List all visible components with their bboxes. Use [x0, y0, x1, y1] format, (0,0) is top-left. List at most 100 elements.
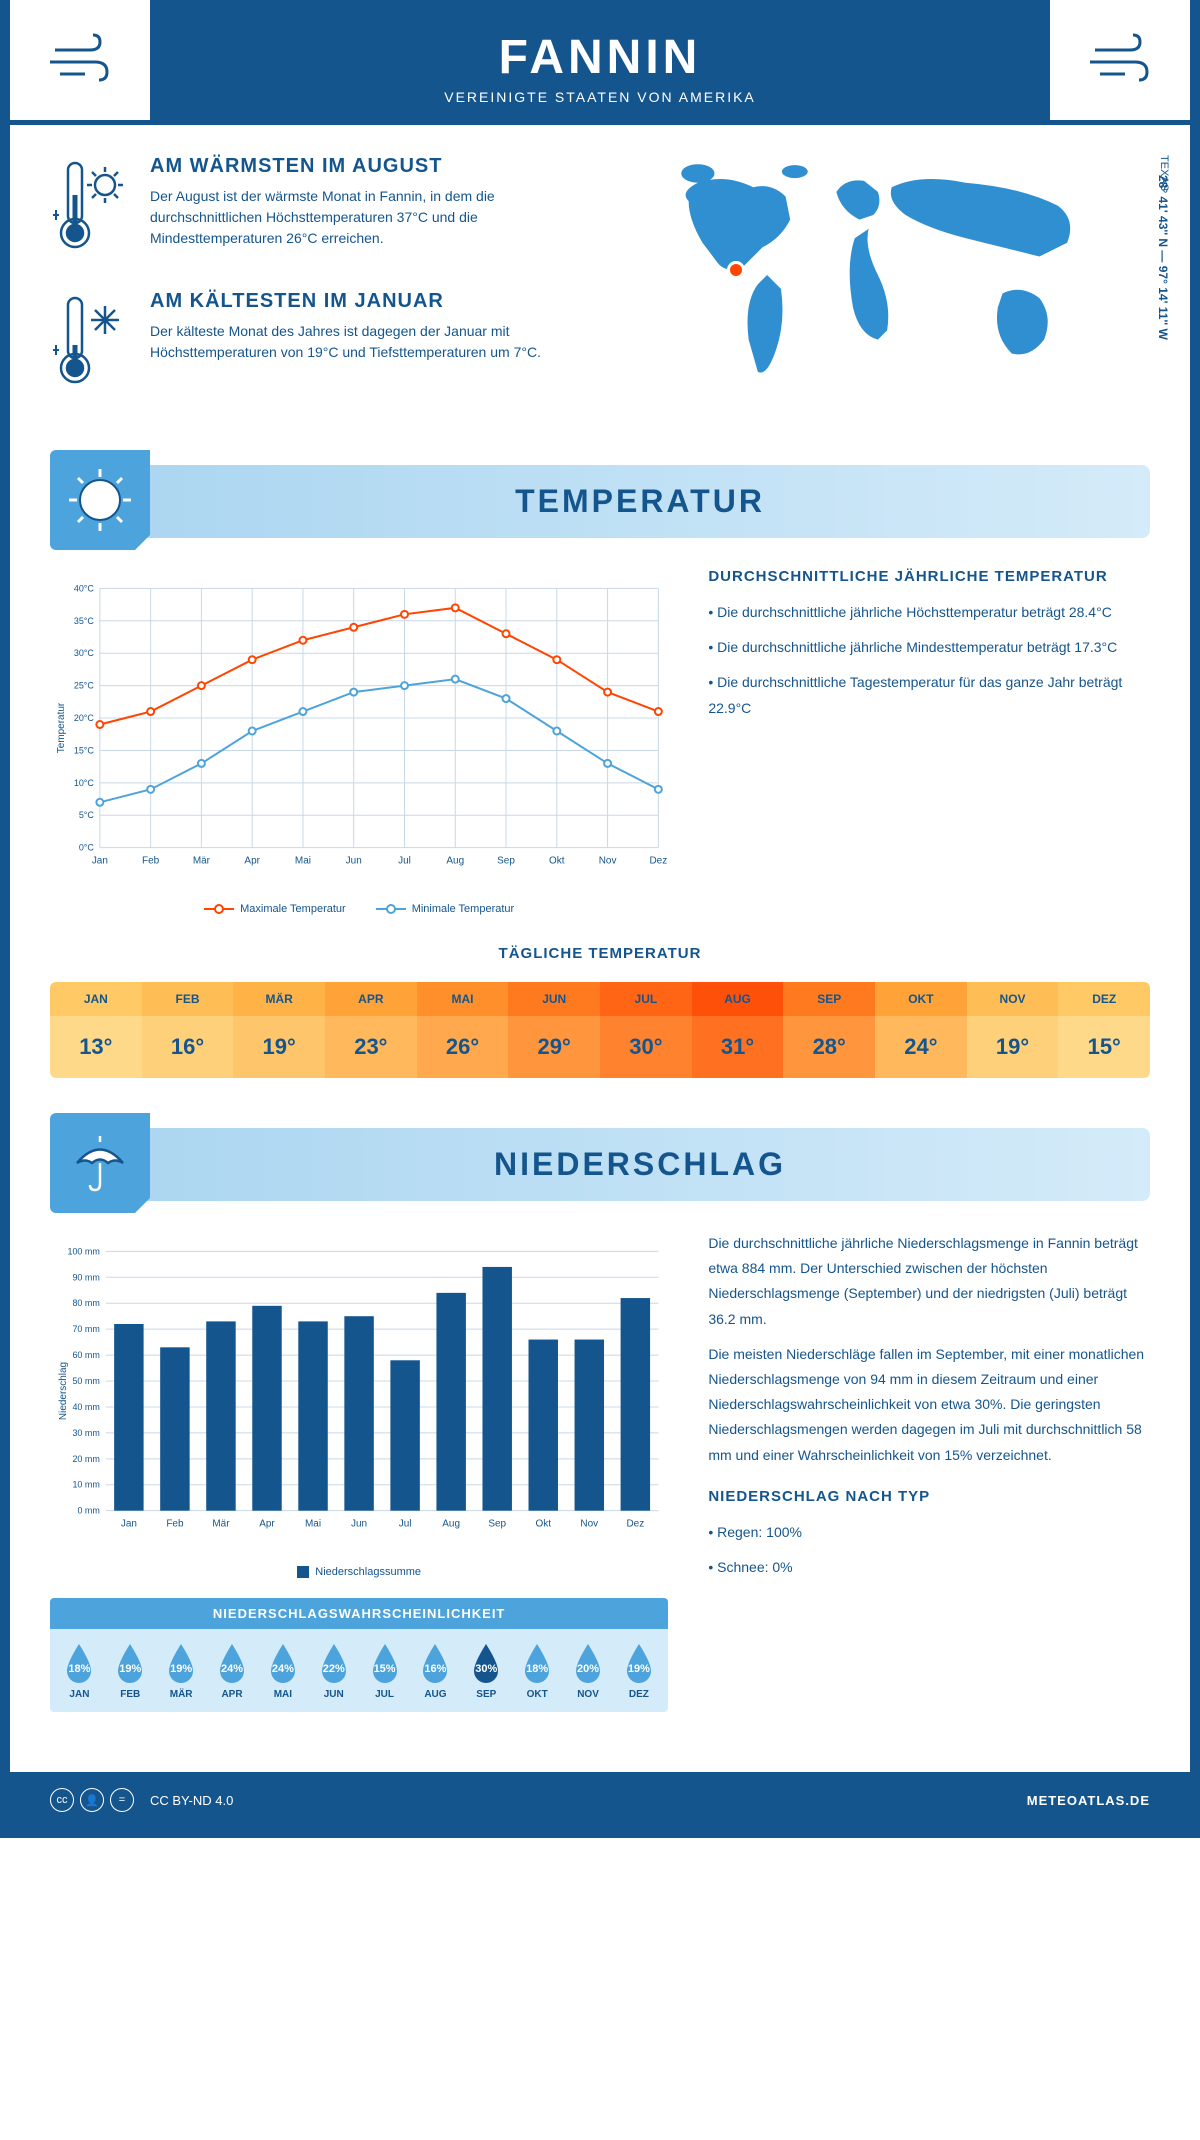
precip-legend: Niederschlagssumme: [315, 1566, 421, 1578]
svg-text:Dez: Dez: [649, 856, 667, 867]
precip-rain: • Regen: 100%: [708, 1520, 1150, 1545]
map-marker: [727, 261, 745, 279]
temp-cell: APR23°: [325, 982, 417, 1078]
prob-cell: 22%JUN: [308, 1641, 359, 1700]
svg-text:Jun: Jun: [351, 1519, 367, 1530]
svg-text:10 mm: 10 mm: [72, 1480, 99, 1490]
svg-text:Mai: Mai: [305, 1519, 321, 1530]
svg-text:30 mm: 30 mm: [72, 1428, 99, 1438]
temp-cell: MÄR19°: [233, 982, 325, 1078]
temp-cell: JUL30°: [600, 982, 692, 1078]
license-label: CC BY-ND 4.0: [150, 1793, 233, 1808]
coldest-text: Der kälteste Monat des Jahres ist dagege…: [150, 321, 585, 363]
page-title: FANNIN: [444, 30, 756, 85]
by-icon: 👤: [80, 1788, 104, 1812]
header: FANNIN VEREINIGTE STAATEN VON AMERIKA: [10, 10, 1190, 125]
sun-icon: [50, 450, 150, 550]
svg-text:40 mm: 40 mm: [72, 1402, 99, 1412]
umbrella-icon: [50, 1113, 150, 1213]
precipitation-bar-chart: 0 mm10 mm20 mm30 mm40 mm50 mm60 mm70 mm8…: [50, 1231, 668, 1551]
prob-cell: 19%MÄR: [156, 1641, 207, 1700]
svg-text:Sep: Sep: [497, 856, 515, 867]
svg-text:Aug: Aug: [446, 856, 464, 867]
svg-text:Aug: Aug: [442, 1519, 460, 1530]
temp-cell: JAN13°: [50, 982, 142, 1078]
svg-text:Feb: Feb: [166, 1519, 184, 1530]
warmest-text: Der August ist der wärmste Monat in Fann…: [150, 186, 585, 249]
svg-text:Apr: Apr: [259, 1519, 275, 1530]
svg-text:5°C: 5°C: [79, 810, 95, 820]
prob-cell: 24%APR: [207, 1641, 258, 1700]
svg-text:90 mm: 90 mm: [72, 1272, 99, 1282]
svg-text:Okt: Okt: [549, 856, 565, 867]
svg-text:100 mm: 100 mm: [67, 1246, 99, 1256]
svg-text:Apr: Apr: [244, 856, 260, 867]
svg-text:10°C: 10°C: [74, 778, 95, 788]
wind-icon-left: [10, 0, 150, 120]
prob-cell: 19%FEB: [105, 1641, 156, 1700]
warmest-block: AM WÄRMSTEN IM AUGUST Der August ist der…: [50, 155, 585, 260]
svg-text:Jul: Jul: [399, 1519, 412, 1530]
thermometer-hot-icon: [50, 155, 130, 260]
svg-text:50 mm: 50 mm: [72, 1376, 99, 1386]
site-label: METEOATLAS.DE: [1027, 1793, 1150, 1808]
precip-snow: • Schnee: 0%: [708, 1555, 1150, 1580]
annual-temp-title: DURCHSCHNITTLICHE JÄHRLICHE TEMPERATUR: [708, 568, 1150, 585]
nd-icon: =: [110, 1788, 134, 1812]
daily-temp-table: JAN13°FEB16°MÄR19°APR23°MAI26°JUN29°JUL3…: [50, 982, 1150, 1078]
temp-heading: TEMPERATUR: [170, 483, 1110, 520]
temp-cell: AUG31°: [692, 982, 784, 1078]
cc-icon: cc: [50, 1788, 74, 1812]
prob-cell: 24%MAI: [257, 1641, 308, 1700]
temp-section-header: TEMPERATUR: [50, 465, 1150, 538]
daily-temp-title: TÄGLICHE TEMPERATUR: [50, 945, 1150, 962]
precip-text1: Die durchschnittliche jährliche Niedersc…: [708, 1231, 1150, 1332]
prob-cell: 18%JAN: [54, 1641, 105, 1700]
prob-cell: 15%JUL: [359, 1641, 410, 1700]
coldest-title: AM KÄLTESTEN IM JANUAR: [150, 290, 585, 313]
prob-cell: 20%NOV: [563, 1641, 614, 1700]
svg-text:Niederschlag: Niederschlag: [58, 1362, 69, 1420]
temp-cell: SEP28°: [783, 982, 875, 1078]
prob-title: NIEDERSCHLAGSWAHRSCHEINLICHKEIT: [50, 1598, 668, 1629]
svg-text:Mär: Mär: [212, 1519, 230, 1530]
svg-text:30°C: 30°C: [74, 648, 95, 658]
prob-cell: 19%DEZ: [613, 1641, 664, 1700]
svg-text:70 mm: 70 mm: [72, 1324, 99, 1334]
svg-text:Dez: Dez: [626, 1519, 644, 1530]
coldest-block: AM KÄLTESTEN IM JANUAR Der kälteste Mona…: [50, 290, 585, 395]
temp-cell: JUN29°: [508, 982, 600, 1078]
svg-text:Nov: Nov: [599, 856, 617, 867]
temp-cell: FEB16°: [142, 982, 234, 1078]
temp-bullet2: • Die durchschnittliche jährliche Mindes…: [708, 635, 1150, 660]
precip-probability: NIEDERSCHLAGSWAHRSCHEINLICHKEIT 18%JAN19…: [50, 1598, 668, 1712]
prob-cell: 30%SEP: [461, 1641, 512, 1700]
svg-text:20°C: 20°C: [74, 713, 95, 723]
thermometer-cold-icon: [50, 290, 130, 395]
prob-cell: 18%OKT: [512, 1641, 563, 1700]
temp-bullet3: • Die durchschnittliche Tagestemperatur …: [708, 670, 1150, 720]
svg-text:80 mm: 80 mm: [72, 1298, 99, 1308]
svg-text:Temperatur: Temperatur: [56, 702, 67, 753]
precip-text2: Die meisten Niederschläge fallen im Sept…: [708, 1342, 1150, 1468]
temp-bullet1: • Die durchschnittliche jährliche Höchst…: [708, 600, 1150, 625]
svg-text:40°C: 40°C: [74, 583, 95, 593]
svg-text:35°C: 35°C: [74, 616, 95, 626]
footer: cc 👤 = CC BY-ND 4.0 METEOATLAS.DE: [10, 1772, 1190, 1828]
svg-text:Nov: Nov: [580, 1519, 598, 1530]
precip-section-header: NIEDERSCHLAG: [50, 1128, 1150, 1201]
svg-text:20 mm: 20 mm: [72, 1454, 99, 1464]
wind-icon-right: [1050, 0, 1190, 120]
svg-text:Jun: Jun: [346, 856, 362, 867]
world-map: TEXAS 28° 41' 43'' N — 97° 14' 11'' W: [615, 155, 1150, 425]
page-subtitle: VEREINIGTE STAATEN VON AMERIKA: [444, 89, 756, 105]
warmest-title: AM WÄRMSTEN IM AUGUST: [150, 155, 585, 178]
legend-min: Minimale Temperatur: [412, 903, 515, 915]
temp-cell: MAI26°: [417, 982, 509, 1078]
svg-text:Sep: Sep: [488, 1519, 506, 1530]
temp-cell: OKT24°: [875, 982, 967, 1078]
svg-text:Mär: Mär: [193, 856, 211, 867]
precip-type-title: NIEDERSCHLAG NACH TYP: [708, 1488, 1150, 1505]
svg-text:60 mm: 60 mm: [72, 1350, 99, 1360]
svg-text:15°C: 15°C: [74, 745, 95, 755]
